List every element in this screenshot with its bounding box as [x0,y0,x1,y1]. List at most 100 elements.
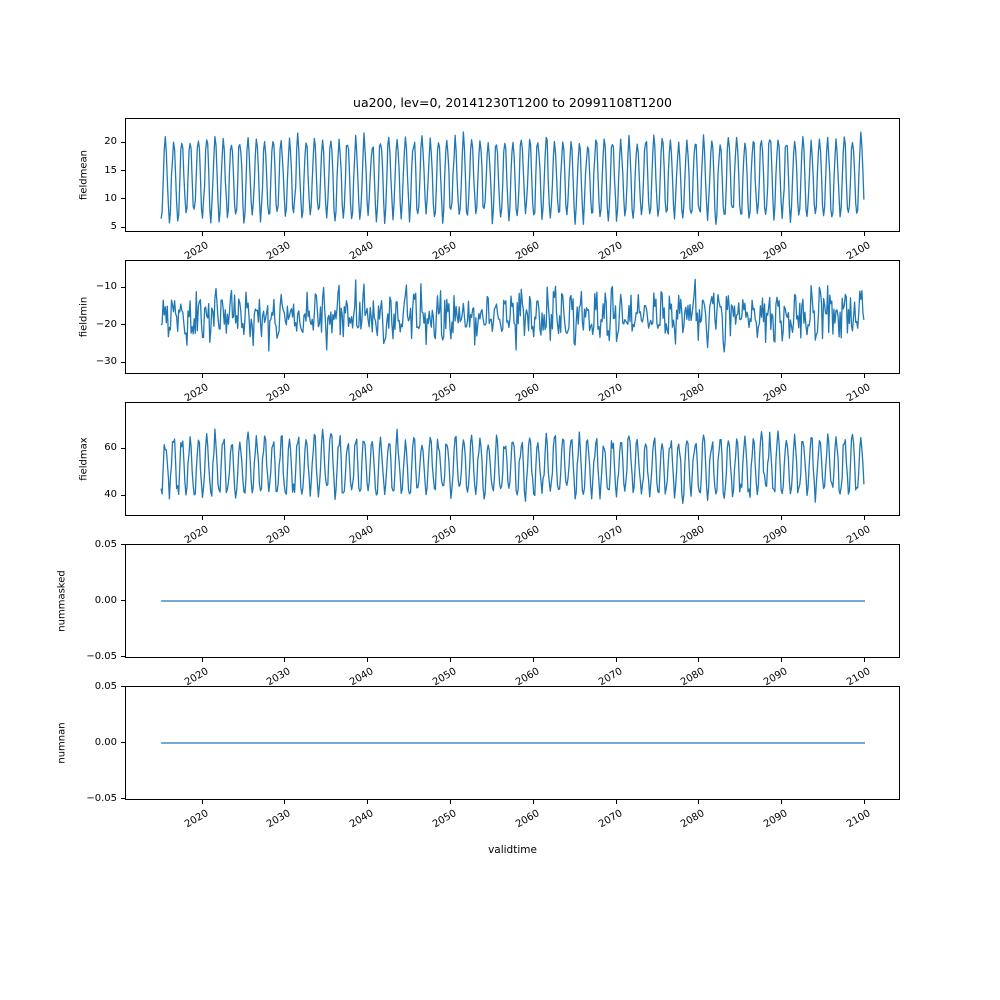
y-tick-mark [121,600,125,601]
x-tick-mark [450,516,451,520]
x-tick-mark [284,800,286,804]
y-tick-mark [121,686,125,687]
y-tick-label: −10 [95,281,117,293]
y-tick-label: −0.05 [86,650,117,662]
x-tick-mark [532,800,534,804]
subplot-numnan: numnan 0.05 0.00 −0.05 2020 2030 2040 2050 2060… [0,681,1000,830]
axes-fieldmin [125,260,900,374]
axes-fieldmean [125,118,900,232]
x-tick-mark [615,232,617,236]
x-tick-mark [864,658,865,662]
y-tick-label: 0.05 [94,538,117,550]
x-tick-mark [698,516,700,520]
x-tick-mark [201,232,203,236]
y-axis-label-numnan: numnan [56,722,68,764]
x-tick-mark [201,800,203,804]
x-tick-label: 2040 [348,808,376,831]
y-tick-label: −0.05 [86,792,117,804]
x-tick-mark [615,658,617,662]
x-tick-mark [781,800,783,804]
x-tick-mark [864,800,865,804]
series-line-fieldmin [160,278,865,353]
x-axis-label: validtime [488,844,537,856]
y-tick-mark [121,226,125,228]
x-tick-mark [864,516,865,520]
y-tick-mark [121,170,125,171]
y-tick-mark [121,656,125,657]
y-tick-label: 0.05 [94,680,117,692]
x-tick-mark [532,374,534,378]
y-axis-label-nummasked: nummasked [56,570,68,632]
y-tick-mark [121,286,125,288]
y-tick-label: −30 [95,356,117,367]
x-tick-mark [781,658,783,662]
line-chart-fieldmax [160,428,865,504]
x-tick-mark [698,800,700,804]
y-tick-label: 15 [104,164,117,176]
x-tick-mark [450,374,451,378]
y-tick-mark [121,324,125,326]
y-tick-label: 60 [104,442,117,453]
x-tick-mark [781,374,783,378]
subplot-fieldmin: fieldmin −10 −20 −30 2020 2030 2040 2050 2060 20… [0,260,1000,404]
y-tick-mark [121,361,125,363]
x-tick-mark [698,232,700,236]
x-tick-label: 2100 [844,808,873,831]
line-chart-fieldmin [160,278,865,353]
y-tick-mark [121,494,125,496]
subplot-fieldmax: fieldmax 60 40 2020 2030 2040 2050 2060 2070 208… [0,402,1000,546]
x-tick-mark [615,800,617,804]
line-chart-numnan [161,742,865,744]
line-chart-nummasked [161,600,865,602]
axes-numnan [125,686,900,800]
x-tick-mark [615,374,617,378]
y-tick-label: 20 [104,136,117,148]
series-line-fieldmax [160,428,865,504]
y-tick-mark [121,141,125,143]
y-tick-mark [121,544,125,545]
series-line-fieldmean [160,131,865,225]
x-tick-mark [532,658,534,662]
x-tick-mark [864,232,865,236]
x-tick-mark [864,374,865,378]
y-tick-label: −20 [95,318,117,330]
x-tick-mark [450,232,451,236]
x-tick-mark [201,516,203,520]
axes-nummasked [125,544,900,658]
subplot-nummasked: nummasked 0.05 0.00 −0.05 2020 2030 2040 2050 2… [0,539,1000,688]
x-tick-mark [284,374,286,378]
x-tick-mark [284,232,286,236]
y-tick-label: 0.00 [94,594,117,606]
x-tick-mark [367,658,369,662]
y-tick-mark [121,447,125,449]
y-tick-label: 0.00 [94,736,117,748]
x-tick-mark [367,374,369,378]
x-tick-mark [781,232,783,236]
y-tick-mark [121,198,125,200]
x-tick-mark [532,232,534,236]
x-tick-mark [201,374,203,378]
x-tick-mark [284,658,286,662]
figure-title: ua200, lev=0, 20141230T1200 to 20991108T… [353,95,672,110]
x-tick-mark [450,800,451,804]
x-tick-mark [201,658,203,662]
x-tick-label: 2080 [679,808,707,831]
x-tick-label: 2070 [596,808,625,831]
x-tick-label: 2050 [430,808,459,831]
subplot-fieldmean: fieldmean 20 15 10 5 2020 2030 2040 2050 2060 207… [0,118,1000,262]
y-tick-label: 5 [110,221,117,233]
x-tick-mark [698,658,700,662]
x-tick-label: 2030 [265,808,293,831]
line-chart-fieldmean [160,131,865,225]
x-tick-mark [367,516,369,520]
x-tick-mark [698,374,700,378]
x-tick-mark [615,516,617,520]
x-tick-label: 2060 [513,808,542,831]
x-tick-mark [450,658,451,662]
x-tick-label: 2020 [182,808,211,831]
axes-fieldmax [125,402,900,516]
y-tick-label: 10 [104,192,117,204]
x-tick-mark [284,516,286,520]
x-tick-label: 2090 [762,808,790,831]
